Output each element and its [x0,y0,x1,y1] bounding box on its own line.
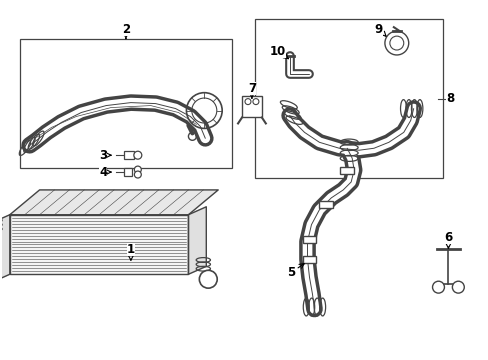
Bar [123,151,134,159]
Text: 10: 10 [269,45,288,59]
Bar [20,39,232,168]
Polygon shape [10,190,218,215]
Text: 7: 7 [247,82,256,98]
Circle shape [389,36,403,50]
Bar [302,236,316,243]
Circle shape [199,270,217,288]
Text: 1: 1 [126,243,135,260]
Bar [319,201,333,208]
Circle shape [252,99,258,105]
Bar [123,168,132,176]
Text: 4: 4 [99,166,111,179]
Text: 3: 3 [99,149,111,162]
Polygon shape [0,215,10,282]
Circle shape [134,151,142,159]
Circle shape [134,171,141,178]
Text: 5: 5 [287,264,304,279]
Text: 8: 8 [446,92,453,105]
Bar [302,256,316,263]
Circle shape [134,166,141,173]
Text: 9: 9 [374,23,385,36]
Polygon shape [188,207,206,274]
Text: 2: 2 [122,23,130,39]
Text: 6: 6 [444,231,451,248]
Circle shape [244,99,250,105]
Bar [340,167,353,174]
Circle shape [384,31,408,55]
Circle shape [432,281,444,293]
Circle shape [451,281,463,293]
Bar [254,19,443,178]
Bar [242,96,262,117]
Polygon shape [10,215,188,274]
